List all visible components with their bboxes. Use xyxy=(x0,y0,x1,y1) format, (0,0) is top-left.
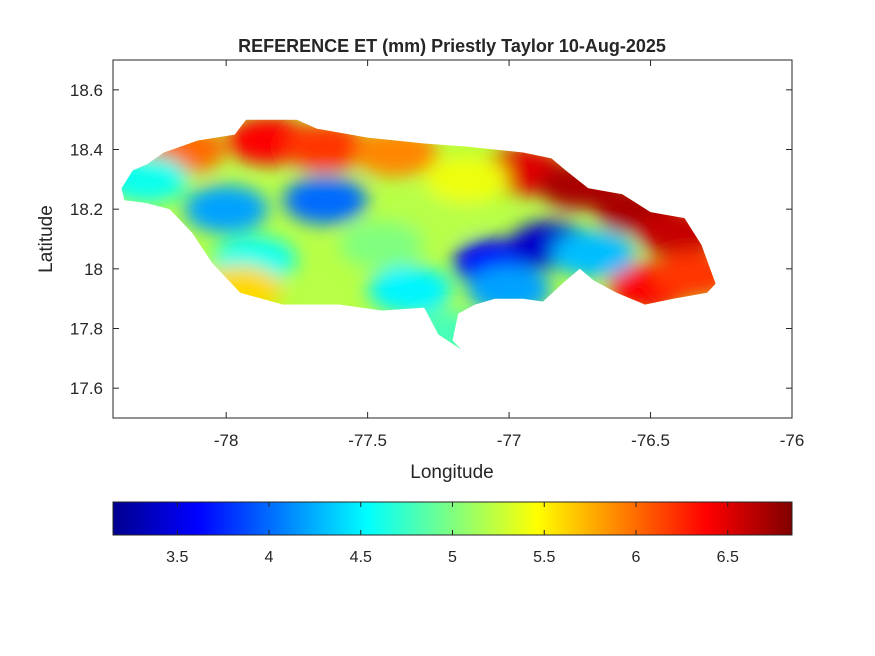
x-axis-ticks: -78 -77.5 -77 -76.5 -76 xyxy=(214,60,804,450)
colorbar-ticks: 3.5 4 4.5 5 5.5 6 6.5 xyxy=(166,502,739,566)
value-region xyxy=(424,155,509,204)
y-axis-label: Latitude xyxy=(36,205,57,273)
value-region xyxy=(184,185,269,234)
x-tick-label: -76.5 xyxy=(631,431,670,450)
colorbar-tick-label: 5 xyxy=(448,549,457,566)
colorbar-tick-label: 3.5 xyxy=(166,549,188,566)
chart-title: REFERENCE ET (mm) Priestly Taylor 10-Aug… xyxy=(238,36,666,56)
y-axis-ticks: 17.6 17.8 18 18.2 18.4 18.6 xyxy=(70,81,792,398)
value-region xyxy=(283,176,368,225)
y-tick-label: 17.6 xyxy=(70,379,103,398)
heatmap-layer xyxy=(121,119,716,350)
x-tick-label: -78 xyxy=(214,431,239,450)
value-region xyxy=(368,265,453,314)
y-tick-label: 17.8 xyxy=(70,320,103,339)
y-tick-label: 18.6 xyxy=(70,81,103,100)
colorbar-gradient xyxy=(112,501,793,536)
colorbar-tick-label: 6.5 xyxy=(717,549,739,566)
colorbar-tick-label: 4.5 xyxy=(350,549,372,566)
colorbar-tick-label: 6 xyxy=(632,549,641,566)
value-region xyxy=(283,122,368,171)
value-region xyxy=(551,229,636,278)
y-tick-label: 18 xyxy=(84,260,103,279)
x-axis-label: Longitude xyxy=(410,462,493,483)
y-tick-label: 18.2 xyxy=(70,200,103,219)
colorbar-tick-label: 5.5 xyxy=(533,549,555,566)
value-region xyxy=(339,220,424,269)
colorbar: 3.5 4 4.5 5 5.5 6 6.5 xyxy=(112,501,793,566)
x-tick-label: -77.5 xyxy=(348,431,387,450)
colorbar-tick-label: 4 xyxy=(265,549,274,566)
x-tick-label: -76 xyxy=(780,431,805,450)
y-tick-label: 18.4 xyxy=(70,141,103,160)
x-tick-label: -77 xyxy=(497,431,522,450)
